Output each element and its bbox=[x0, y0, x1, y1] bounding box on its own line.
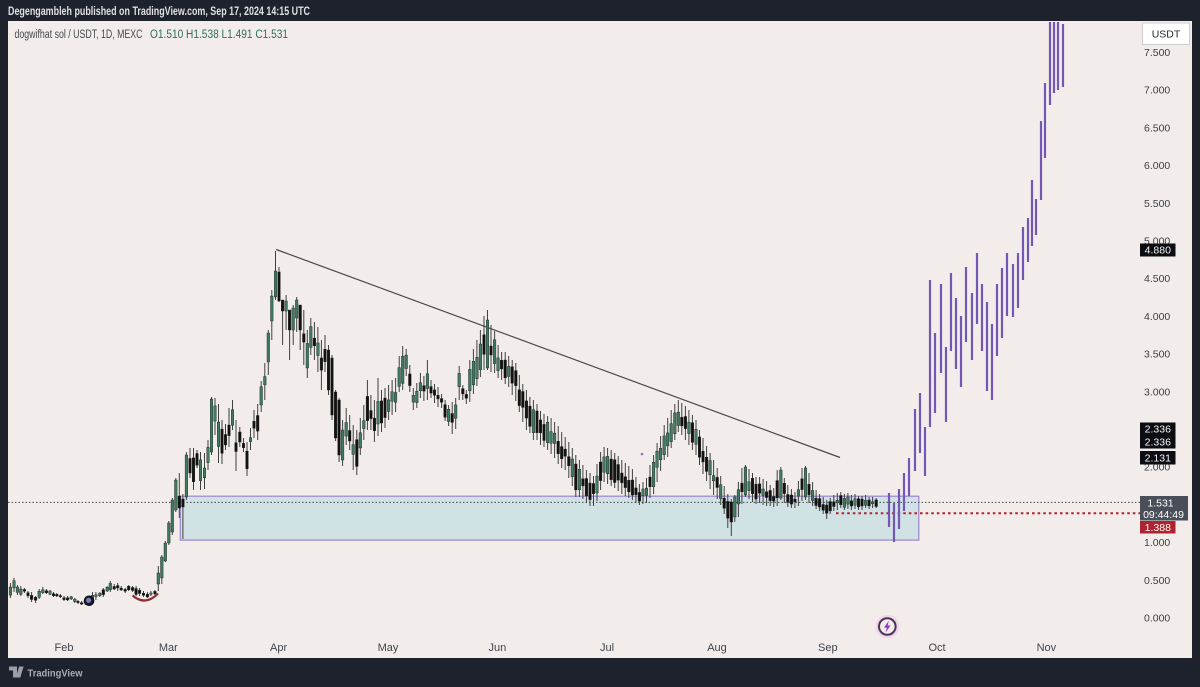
svg-text:TradingView: TradingView bbox=[28, 668, 84, 680]
svg-text:2.131: 2.131 bbox=[1145, 453, 1171, 465]
svg-text:Aug: Aug bbox=[707, 642, 727, 654]
svg-text:2.336: 2.336 bbox=[1145, 424, 1171, 436]
svg-text:O1.510 H1.538 L1.491 C1.531: O1.510 H1.538 L1.491 C1.531 bbox=[150, 29, 288, 41]
svg-text:Sep: Sep bbox=[818, 642, 838, 654]
svg-text:May: May bbox=[378, 642, 399, 654]
svg-text:7.000: 7.000 bbox=[1144, 85, 1170, 97]
svg-text:Oct: Oct bbox=[928, 642, 945, 654]
svg-text:3.000: 3.000 bbox=[1144, 386, 1170, 398]
svg-text:6.000: 6.000 bbox=[1144, 160, 1170, 172]
svg-text:2.000: 2.000 bbox=[1144, 462, 1170, 474]
svg-text:dogwifhat sol / USDT, 1D, MEXC: dogwifhat sol / USDT, 1D, MEXC bbox=[15, 29, 143, 41]
svg-text:4.500: 4.500 bbox=[1144, 273, 1170, 285]
svg-text:Jun: Jun bbox=[489, 642, 507, 654]
svg-text:1.531: 1.531 bbox=[1147, 498, 1173, 510]
svg-text:3.500: 3.500 bbox=[1144, 349, 1170, 361]
svg-text:0.500: 0.500 bbox=[1144, 575, 1170, 587]
svg-text:6.500: 6.500 bbox=[1144, 122, 1170, 134]
svg-text:09:44:49: 09:44:49 bbox=[1143, 509, 1184, 521]
svg-text:1.000: 1.000 bbox=[1144, 537, 1170, 549]
svg-text:Degengambleh published on Trad: Degengambleh published on TradingView.co… bbox=[8, 6, 310, 18]
svg-text:4.000: 4.000 bbox=[1144, 311, 1170, 323]
svg-text:Jul: Jul bbox=[600, 642, 614, 654]
svg-text:1.388: 1.388 bbox=[1145, 522, 1171, 534]
svg-text:Nov: Nov bbox=[1037, 642, 1057, 654]
svg-text:4.880: 4.880 bbox=[1145, 245, 1171, 257]
svg-text:2.336: 2.336 bbox=[1145, 437, 1171, 449]
svg-text:Mar: Mar bbox=[159, 642, 178, 654]
svg-text:5.500: 5.500 bbox=[1144, 198, 1170, 210]
svg-text:Feb: Feb bbox=[55, 642, 74, 654]
svg-text:USDT: USDT bbox=[1152, 29, 1181, 41]
svg-text:0.000: 0.000 bbox=[1144, 613, 1170, 625]
svg-text:7.500: 7.500 bbox=[1144, 47, 1170, 59]
svg-text:Apr: Apr bbox=[270, 642, 287, 654]
